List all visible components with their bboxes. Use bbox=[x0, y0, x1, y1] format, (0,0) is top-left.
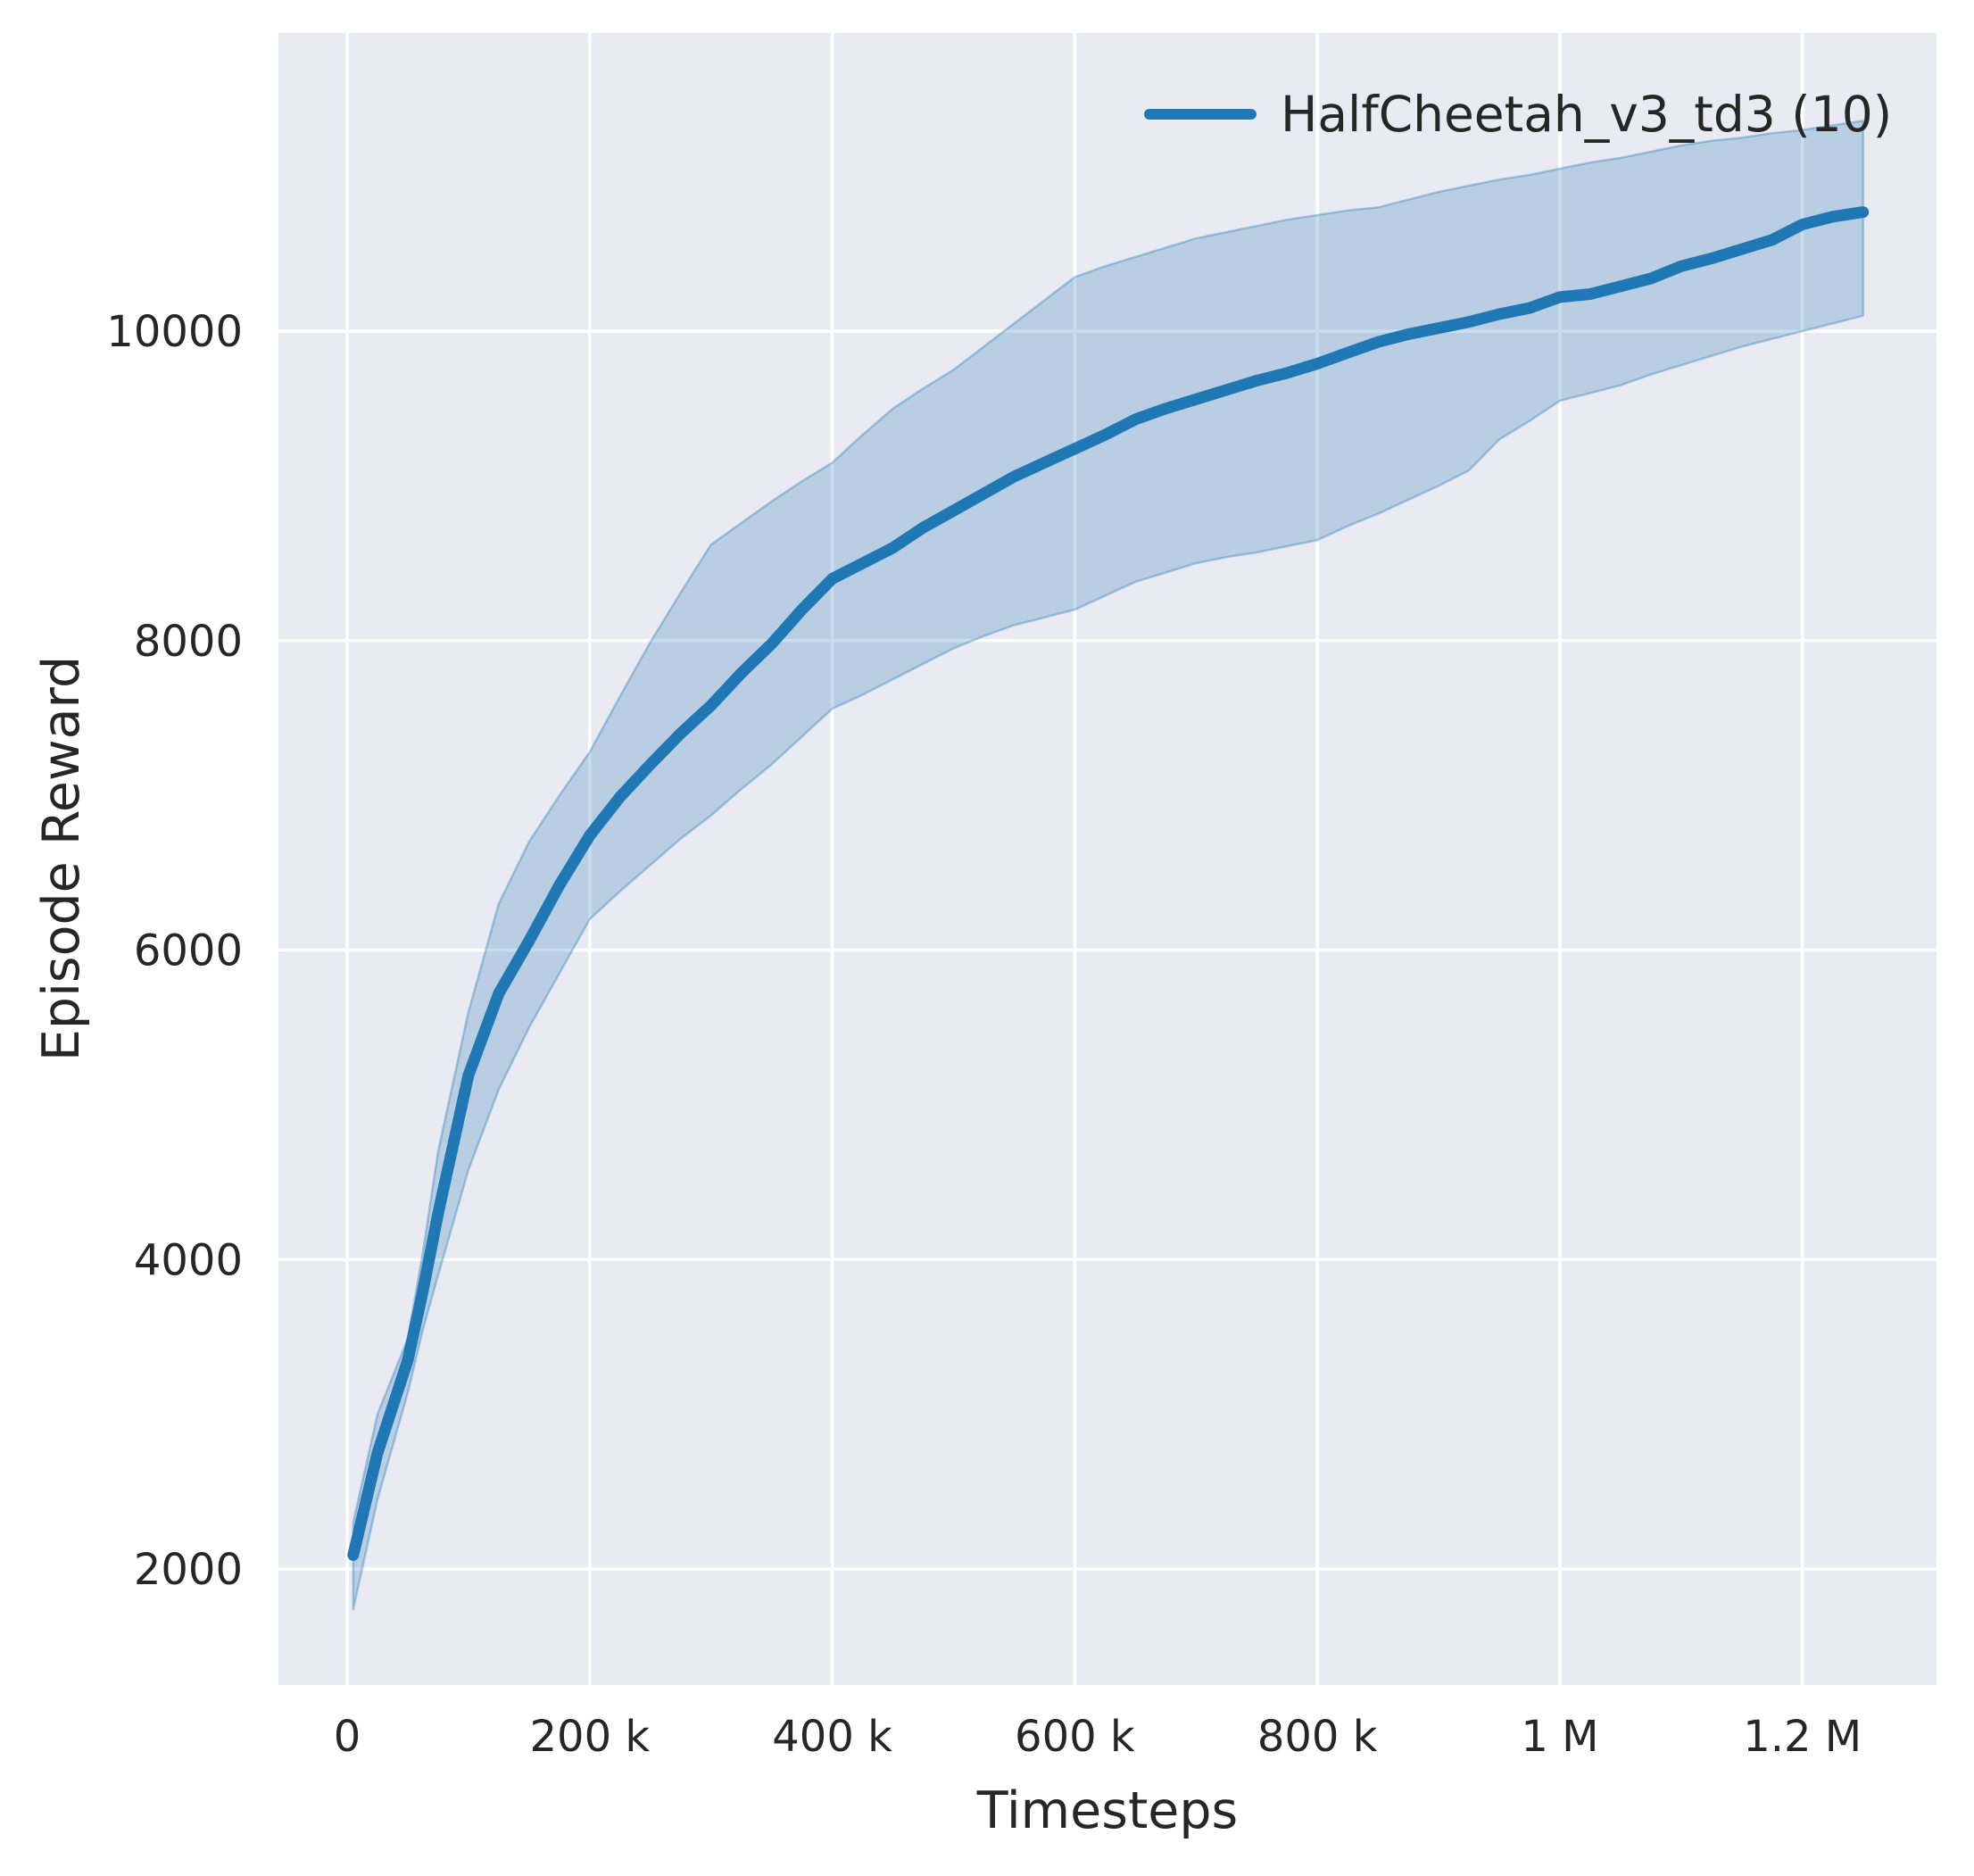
y-tick-label: 2000 bbox=[134, 1545, 243, 1595]
x-tick-label: 200 k bbox=[529, 1712, 650, 1762]
reward-mean-line bbox=[347, 206, 1870, 1561]
confidence-band bbox=[352, 120, 1864, 1611]
x-tick-labels: 0 200 k 400 k 600 k 800 k 1 M 1.2 M bbox=[334, 1712, 1862, 1762]
y-tick-label: 4000 bbox=[134, 1235, 243, 1285]
confidence-band-layer bbox=[352, 120, 1864, 1611]
reward-line-layer bbox=[347, 206, 1870, 1561]
plot-area bbox=[278, 33, 1937, 1685]
x-tick-label: 1 M bbox=[1521, 1712, 1598, 1762]
x-tick-label: 800 k bbox=[1257, 1712, 1378, 1762]
gridlines bbox=[278, 33, 1937, 1685]
legend-label: HalfCheetah_v3_td3 (10) bbox=[1281, 86, 1892, 143]
x-axis-label: Timesteps bbox=[976, 1781, 1239, 1840]
y-tick-label: 6000 bbox=[134, 926, 243, 976]
y-axis-label: Episode Reward bbox=[32, 656, 91, 1061]
y-tick-label: 8000 bbox=[134, 617, 243, 667]
x-tick-label: 600 k bbox=[1015, 1712, 1135, 1762]
y-tick-label: 10000 bbox=[106, 307, 243, 357]
x-tick-label: 0 bbox=[334, 1712, 361, 1762]
x-tick-label: 400 k bbox=[772, 1712, 892, 1762]
x-tick-label: 1.2 M bbox=[1743, 1712, 1862, 1762]
y-tick-labels: 2000 4000 6000 8000 10000 bbox=[106, 307, 243, 1595]
legend: HalfCheetah_v3_td3 (10) bbox=[1144, 86, 1892, 143]
